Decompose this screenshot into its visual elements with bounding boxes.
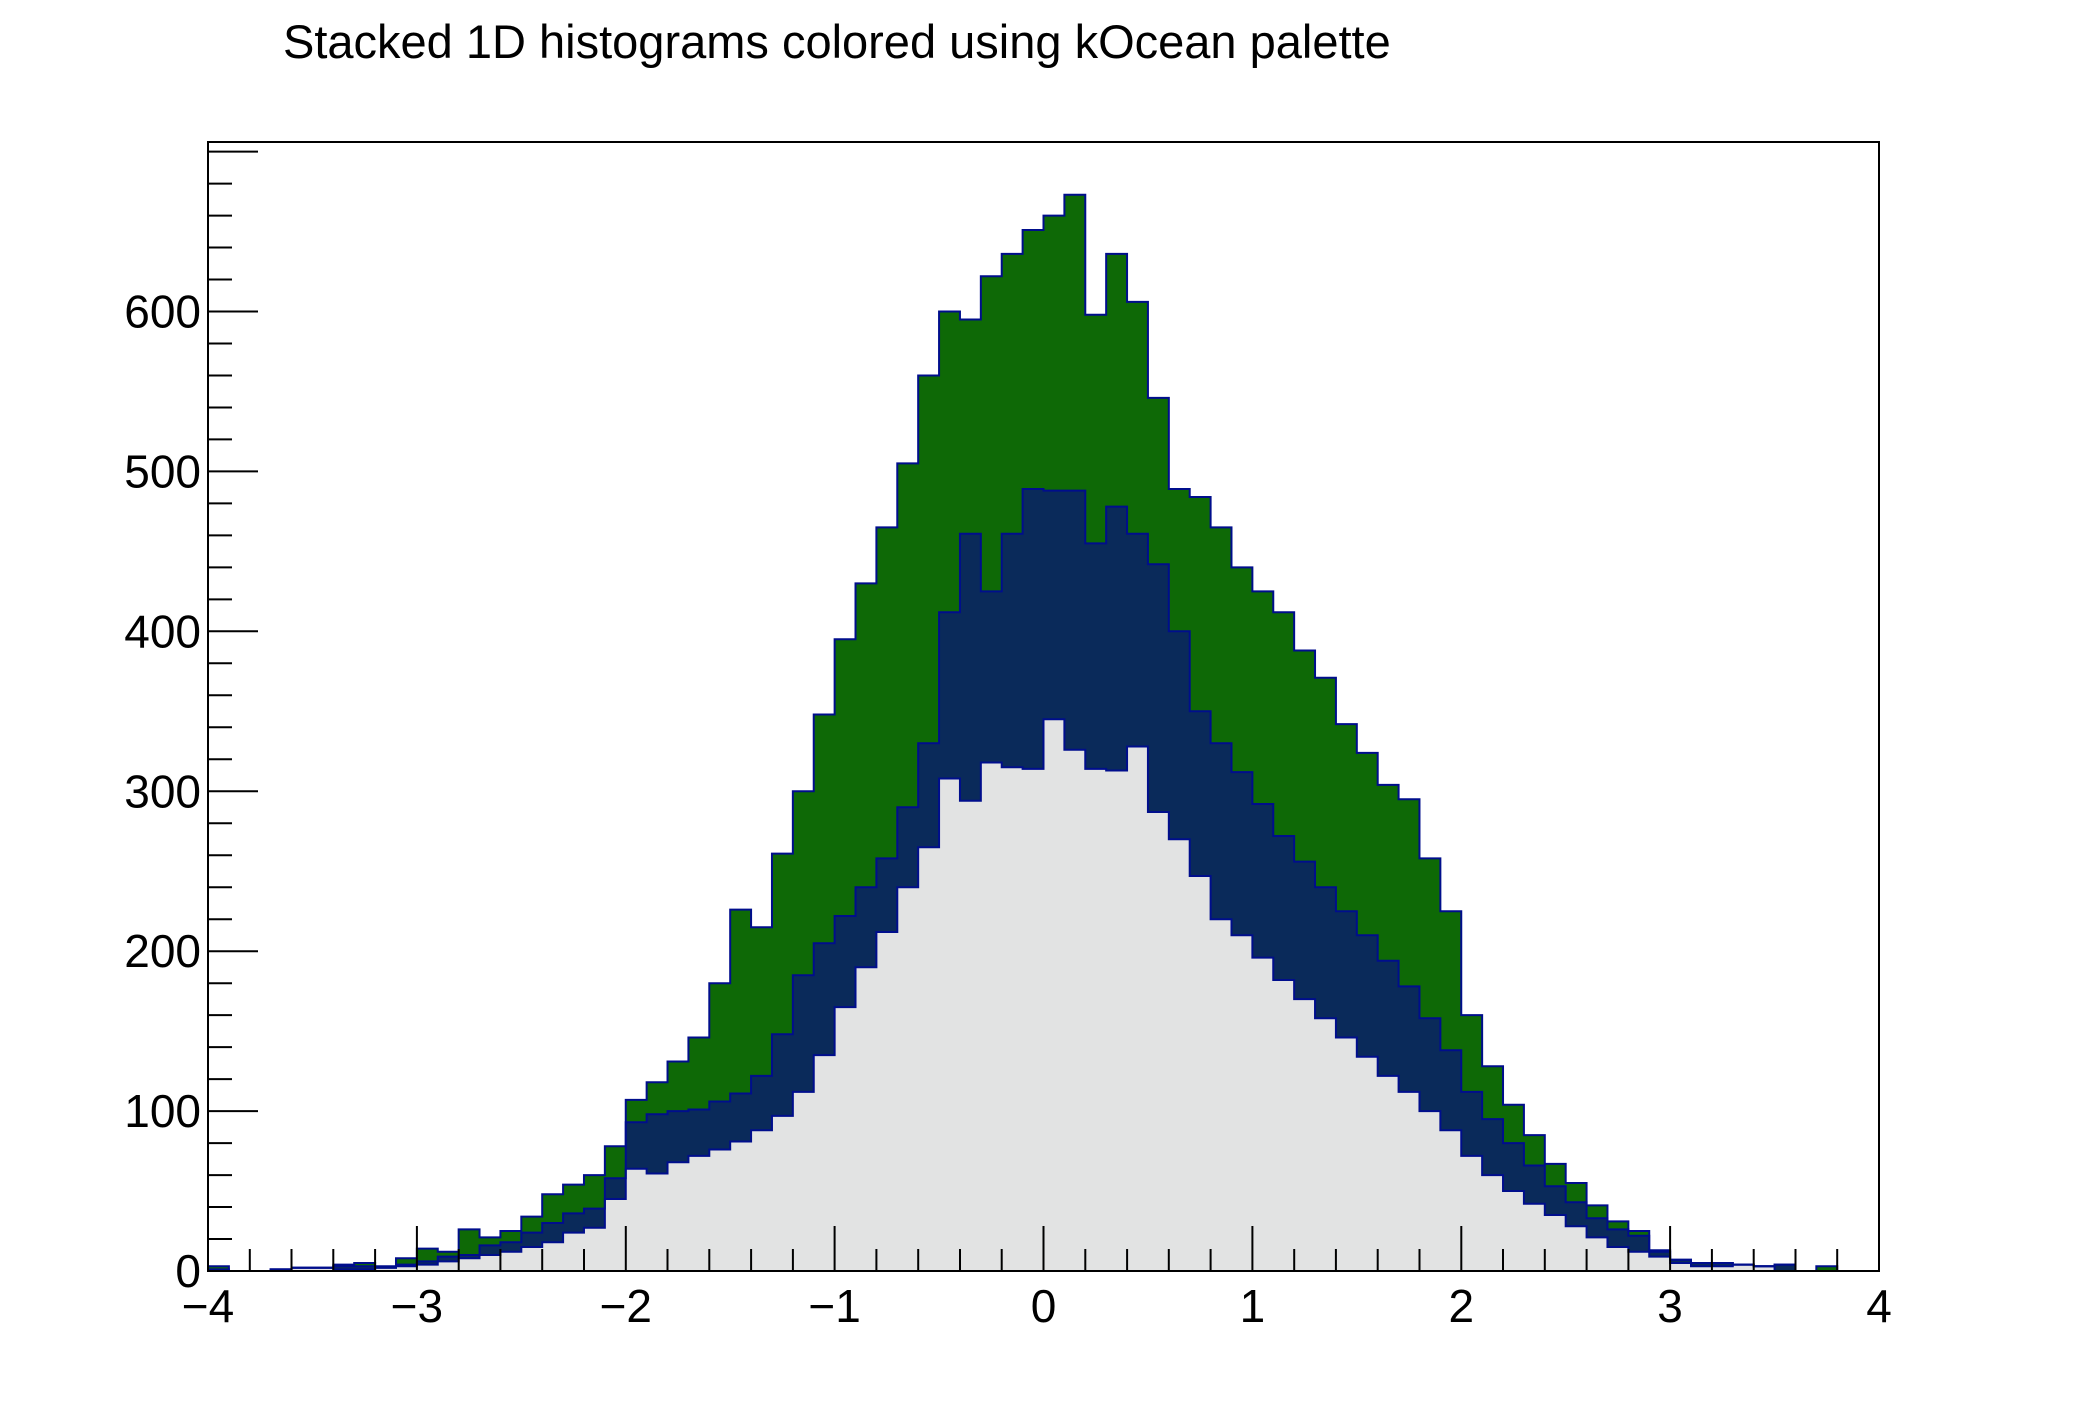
svg-text:1: 1 [1240,1280,1266,1332]
svg-text:−2: −2 [600,1280,652,1332]
chart-title: Stacked 1D histograms colored using kOce… [283,15,1391,68]
svg-text:600: 600 [124,286,201,338]
svg-text:−1: −1 [808,1280,860,1332]
svg-text:3: 3 [1657,1280,1683,1332]
svg-text:4: 4 [1866,1280,1892,1332]
svg-text:0: 0 [1031,1280,1057,1332]
svg-text:−4: −4 [182,1280,234,1332]
svg-text:300: 300 [124,765,201,817]
svg-text:400: 400 [124,605,201,657]
svg-text:500: 500 [124,445,201,497]
svg-text:100: 100 [124,1085,201,1137]
svg-text:−3: −3 [391,1280,443,1332]
svg-text:200: 200 [124,925,201,977]
svg-text:2: 2 [1449,1280,1475,1332]
svg-text:0: 0 [175,1245,201,1297]
